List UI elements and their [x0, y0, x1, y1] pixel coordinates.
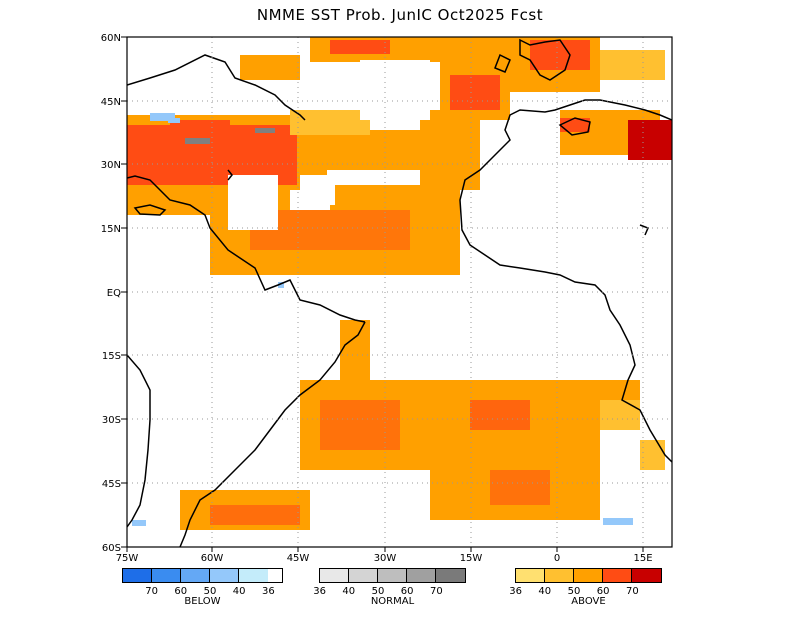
- legend-below-swatches: [122, 568, 283, 583]
- lat-label: 30S: [102, 415, 121, 426]
- legend-tick: 70: [625, 586, 639, 597]
- probability-field: [127, 37, 672, 547]
- latitude-labels: 60N 45N 30N 15N EQ 15S 30S 45S 60S: [101, 33, 121, 554]
- coastlines: [127, 38, 672, 547]
- legend-swatch: [378, 569, 407, 582]
- legend-tick: 50: [371, 586, 385, 597]
- lat-label: EQ: [107, 288, 121, 299]
- legend-swatch: [574, 569, 603, 582]
- legend-swatch: [603, 569, 632, 582]
- legend-tick: 40: [538, 586, 552, 597]
- legend-below: 70 60 50 40 36 BELOW: [122, 568, 283, 607]
- above-normal-shading-south: [180, 320, 665, 530]
- lat-label: 45S: [102, 479, 121, 490]
- legend-normal-swatches: [319, 568, 466, 583]
- legend-swatch: [210, 569, 239, 582]
- tick-marks: [121, 36, 644, 552]
- lon-label: 60W: [201, 553, 224, 564]
- legend-below-caption: BELOW: [184, 596, 221, 607]
- lat-label: 15S: [102, 351, 121, 362]
- lat-label: 60S: [102, 543, 121, 554]
- legend-normal: 36 40 50 60 70 NORMAL: [313, 568, 466, 607]
- lon-label: 15E: [633, 553, 652, 564]
- legend-above: 36 40 50 60 70 ABOVE: [509, 568, 662, 607]
- lon-label: 0: [554, 553, 560, 564]
- legend-above-swatches: [515, 568, 662, 583]
- legend-tick: 60: [174, 586, 188, 597]
- longitude-labels: 75W 60W 45W 30W 15W 0 15E: [116, 553, 653, 564]
- lat-label: 15N: [101, 224, 121, 235]
- gridlines: [127, 37, 672, 547]
- legend-tick: 60: [400, 586, 414, 597]
- legend-swatch: [545, 569, 574, 582]
- legend-swatch: [516, 569, 545, 582]
- legend-tick: 36: [313, 586, 326, 597]
- legend-swatch: [320, 569, 349, 582]
- below-normal-shading: [132, 113, 633, 526]
- lat-label: 60N: [101, 33, 121, 44]
- legend-swatch: [152, 569, 181, 582]
- lat-label: 45N: [101, 97, 121, 108]
- legend-swatch: [349, 569, 378, 582]
- legend-swatch: [181, 569, 210, 582]
- lon-label: 75W: [116, 553, 139, 564]
- legend-tick: 40: [232, 586, 246, 597]
- legend-above-caption: ABOVE: [571, 596, 606, 607]
- lon-label: 15W: [460, 553, 483, 564]
- legend-swatch: [407, 569, 436, 582]
- legend-normal-caption: NORMAL: [370, 596, 415, 607]
- legend-tick: 70: [145, 586, 158, 597]
- lat-label: 30N: [101, 160, 121, 171]
- legend-swatch: [123, 569, 152, 582]
- legend-tick: 40: [342, 586, 356, 597]
- legend-tick: 50: [203, 586, 217, 597]
- above-normal-shading-north: [127, 37, 672, 275]
- legend-swatch: [436, 569, 465, 582]
- legend-swatch: [632, 569, 661, 582]
- legend-tick: 50: [567, 586, 581, 597]
- lon-label: 45W: [287, 553, 310, 564]
- legend-tick: 60: [596, 586, 610, 597]
- legend-tick: 70: [429, 586, 443, 597]
- lon-label: 30W: [374, 553, 397, 564]
- map-title: NMME SST Prob. JunIC Oct2025 Fcst: [256, 6, 544, 24]
- legend-swatch: [239, 569, 268, 582]
- legend-tick: 36: [261, 586, 275, 597]
- legend-tick: 36: [509, 586, 522, 597]
